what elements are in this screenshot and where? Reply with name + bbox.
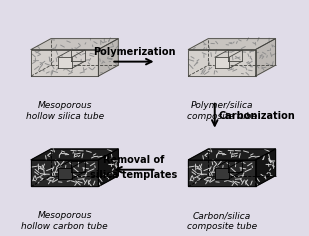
Text: Mesoporous
hollow carbon tube: Mesoporous hollow carbon tube <box>21 211 108 231</box>
Polygon shape <box>31 50 98 76</box>
Text: Carbonization: Carbonization <box>218 111 295 121</box>
Polygon shape <box>188 50 256 76</box>
Polygon shape <box>188 160 256 186</box>
Polygon shape <box>31 160 98 186</box>
Polygon shape <box>215 168 229 179</box>
Text: silica templates: silica templates <box>91 170 178 180</box>
Text: Removal of: Removal of <box>104 155 165 165</box>
Polygon shape <box>256 149 276 186</box>
Text: Polymer/silica
composite tube: Polymer/silica composite tube <box>187 101 257 121</box>
Polygon shape <box>98 149 118 186</box>
Polygon shape <box>215 57 229 68</box>
Polygon shape <box>188 39 276 50</box>
Polygon shape <box>98 39 118 76</box>
Polygon shape <box>31 149 118 160</box>
Text: Mesoporous
hollow silica tube: Mesoporous hollow silica tube <box>26 101 104 121</box>
Polygon shape <box>31 39 118 50</box>
Polygon shape <box>58 168 72 179</box>
Polygon shape <box>188 149 276 160</box>
Polygon shape <box>256 39 276 76</box>
Polygon shape <box>58 57 72 68</box>
Text: Carbon/silica
composite tube: Carbon/silica composite tube <box>187 211 257 231</box>
Text: Polymerization: Polymerization <box>93 47 175 57</box>
